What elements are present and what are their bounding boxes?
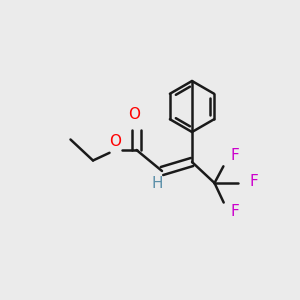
Text: F: F <box>230 204 239 219</box>
Text: F: F <box>230 148 239 163</box>
Text: O: O <box>128 107 140 122</box>
Text: O: O <box>110 134 122 149</box>
Text: F: F <box>249 174 258 189</box>
Text: H: H <box>152 176 163 191</box>
